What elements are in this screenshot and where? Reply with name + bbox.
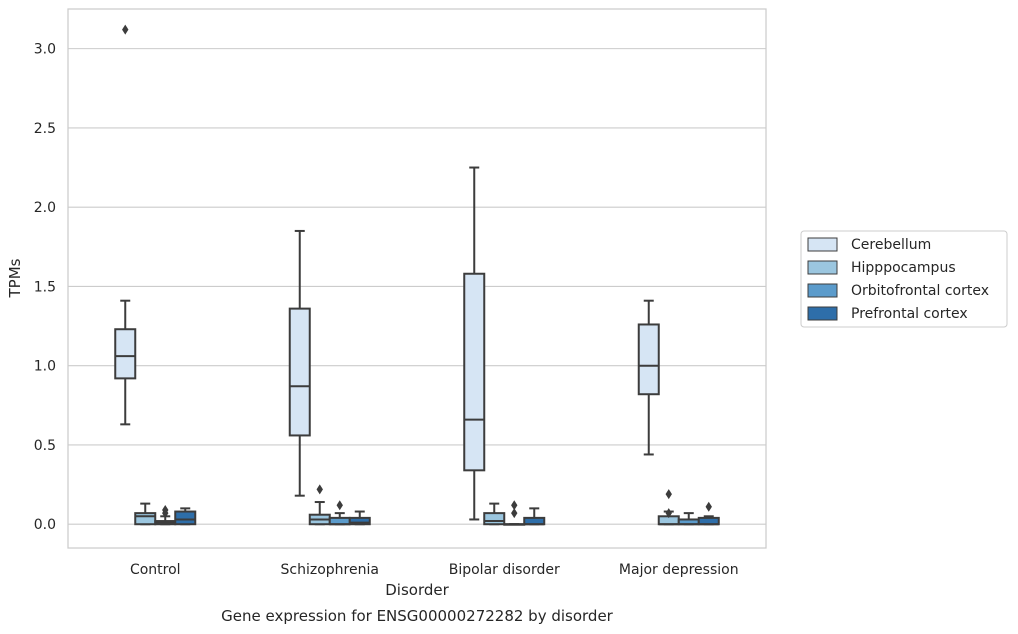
x-tick-label: Major depression xyxy=(619,562,739,578)
box-orbitofrontal-cortex xyxy=(503,500,526,526)
legend-label: Orbitofrontal cortex xyxy=(851,283,989,299)
outlier-point xyxy=(665,508,672,519)
box-orbitofrontal-cortex xyxy=(154,504,177,526)
y-tick-label: 0.5 xyxy=(34,438,56,454)
box-prefrontal-cortex xyxy=(697,501,720,526)
legend-swatch xyxy=(807,283,838,298)
box-orbitofrontal-cortex xyxy=(328,500,351,526)
y-tick-label: 1.5 xyxy=(34,279,56,295)
x-tick-label: Schizophrenia xyxy=(281,562,379,578)
legend-label: Cerebellum xyxy=(851,237,931,253)
legend-frame xyxy=(800,230,1008,328)
box-body xyxy=(348,516,371,526)
box-prefrontal-cortex xyxy=(523,507,546,526)
outlier-point xyxy=(122,24,129,35)
x-tick-labels: Control Schizophrenia Bipolar disorder Majo… xyxy=(130,562,739,578)
box-groups xyxy=(114,24,720,526)
box-hipppocampus xyxy=(657,489,680,526)
y-tick-label: 1.0 xyxy=(34,359,56,375)
box-hipppocampus xyxy=(134,502,157,526)
box-cerebellum xyxy=(637,299,660,456)
legend-swatch xyxy=(807,260,838,275)
legend-swatch xyxy=(807,237,838,252)
box-body xyxy=(134,512,157,526)
box-cerebellum xyxy=(114,24,137,426)
box-cerebellum xyxy=(463,166,486,521)
plot-frame xyxy=(67,8,767,549)
legend-label: Hipppocampus xyxy=(851,260,956,276)
outlier-point xyxy=(336,500,343,511)
y-tick-labels: 0.0 0.5 1.0 1.5 2.0 2.5 3.0 xyxy=(34,42,56,534)
box-body xyxy=(174,510,197,526)
grid-lines xyxy=(68,48,766,525)
outlier-point xyxy=(705,501,712,512)
legend-label: Prefrontal cortex xyxy=(851,306,968,322)
box-body xyxy=(288,307,311,437)
box-body xyxy=(114,328,137,380)
outlier-point xyxy=(316,484,323,495)
x-tick-label: Control xyxy=(130,562,181,578)
legend: Cerebellum Hipppocampus Orbitofrontal cort… xyxy=(800,230,1008,328)
y-axis-label: TPMs xyxy=(6,258,24,298)
box-cerebellum xyxy=(288,229,311,497)
outlier-point xyxy=(511,508,518,519)
chart-title: Gene expression for ENSG00000272282 by d… xyxy=(221,607,614,625)
y-tick-label: 2.0 xyxy=(34,200,56,216)
y-tick-label: 2.5 xyxy=(34,121,56,137)
outlier-point xyxy=(665,489,672,500)
x-tick-label: Bipolar disorder xyxy=(449,562,560,578)
box-hipppocampus xyxy=(308,484,331,526)
box-body xyxy=(463,272,486,472)
outlier-point xyxy=(162,504,169,515)
legend-swatch xyxy=(807,306,838,321)
y-tick-label: 0.0 xyxy=(34,517,56,533)
y-tick-label: 3.0 xyxy=(34,42,56,58)
x-axis-label: Disorder xyxy=(385,581,449,599)
box-prefrontal-cortex xyxy=(348,510,371,526)
legend-items: Cerebellum Hipppocampus Orbitofrontal cort… xyxy=(807,237,989,322)
box-body xyxy=(637,323,660,396)
box-hipppocampus xyxy=(483,502,506,526)
box-orbitofrontal-cortex xyxy=(677,512,700,526)
box-body xyxy=(483,512,506,526)
outlier-point xyxy=(511,500,518,511)
box-prefrontal-cortex xyxy=(174,507,197,526)
